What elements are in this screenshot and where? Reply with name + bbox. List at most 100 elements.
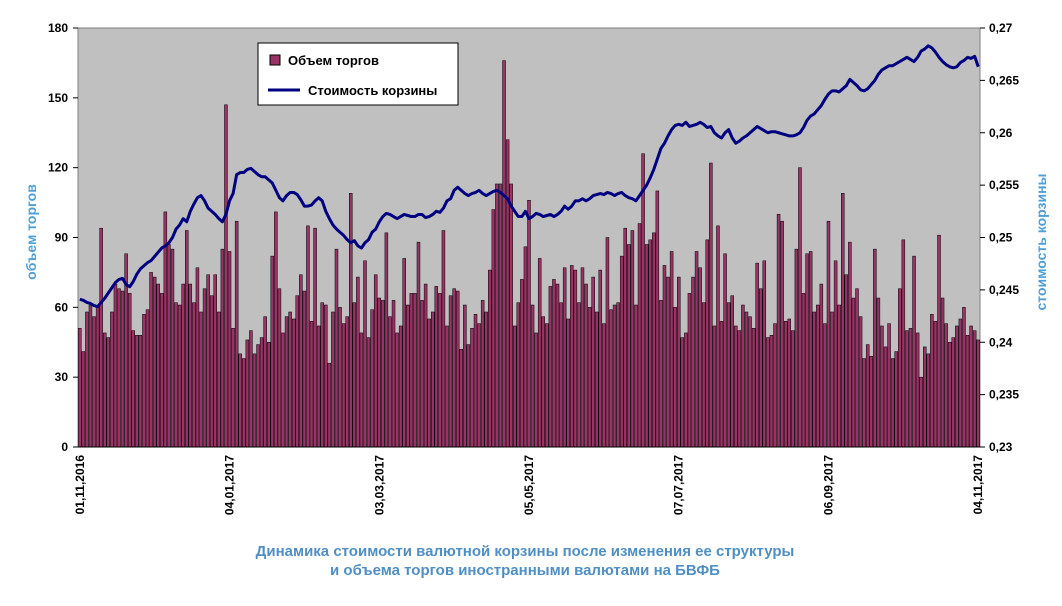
bar — [188, 283, 193, 448]
bar — [598, 269, 603, 448]
bar — [602, 323, 606, 448]
bar — [737, 330, 742, 448]
bar — [441, 230, 446, 448]
bar — [202, 288, 207, 448]
bar — [612, 304, 617, 448]
legend-swatch — [269, 54, 281, 66]
bar — [459, 348, 463, 448]
bar — [919, 376, 923, 448]
bar — [637, 223, 642, 448]
bar — [709, 162, 713, 448]
bar — [837, 304, 841, 448]
bar — [687, 293, 692, 448]
x-tick-label: 04,11,2017 — [971, 455, 985, 515]
bar — [577, 302, 581, 448]
bar — [808, 251, 813, 448]
bar — [669, 251, 674, 448]
bar — [252, 353, 257, 448]
x-tick-label: 05,05,2017 — [522, 455, 536, 515]
bar — [958, 318, 963, 448]
bar — [527, 200, 531, 448]
bar — [413, 293, 417, 448]
bar — [438, 293, 442, 448]
y2-tick-label: 0,25 — [989, 231, 1013, 245]
bar — [234, 220, 239, 448]
bar — [284, 316, 289, 448]
bar — [716, 225, 720, 448]
bar — [227, 251, 232, 448]
bar — [359, 332, 364, 448]
bar — [915, 332, 920, 448]
y2-tick-label: 0,245 — [989, 283, 1019, 297]
bar — [480, 300, 485, 448]
y2-tick-label: 0,23 — [989, 440, 1013, 454]
bar — [534, 332, 538, 448]
bar — [652, 232, 656, 448]
bar — [787, 318, 791, 448]
bar — [398, 325, 403, 448]
x-tick-label: 03,03,2017 — [372, 455, 386, 515]
bar — [306, 225, 310, 448]
bar — [445, 325, 449, 448]
legend-label: Объем торгов — [288, 53, 379, 68]
bar — [477, 323, 481, 448]
bar — [873, 248, 877, 448]
bar — [466, 344, 471, 448]
bar — [755, 262, 759, 448]
bar — [259, 337, 264, 448]
bar — [680, 337, 685, 448]
bar — [869, 355, 873, 448]
bar — [673, 307, 677, 448]
bar — [644, 244, 649, 448]
bar — [627, 244, 631, 448]
bar — [209, 295, 214, 448]
bar — [766, 337, 770, 448]
bar — [381, 300, 385, 448]
bar — [530, 304, 535, 448]
bar — [455, 290, 460, 448]
bar — [491, 209, 496, 448]
y-tick-label: 180 — [48, 21, 68, 35]
bar — [783, 321, 788, 448]
bar — [734, 325, 738, 448]
y-tick-label: 30 — [55, 370, 69, 384]
bar — [416, 241, 421, 448]
bar — [177, 304, 182, 448]
bar — [263, 316, 267, 448]
bar — [570, 265, 574, 448]
bar — [947, 342, 952, 448]
bar — [930, 314, 934, 448]
bar — [145, 309, 150, 448]
bar — [562, 267, 567, 448]
bar — [113, 283, 118, 448]
bar — [498, 183, 503, 448]
legend — [257, 42, 459, 106]
bar — [865, 344, 870, 448]
bar — [267, 342, 271, 448]
bar — [149, 272, 153, 448]
bar — [117, 288, 121, 448]
bar — [431, 311, 435, 448]
bar — [855, 288, 859, 448]
bar — [195, 267, 200, 448]
bar — [88, 304, 93, 448]
bar — [630, 230, 635, 448]
bar — [965, 335, 970, 448]
bar — [423, 283, 428, 448]
bar — [969, 325, 973, 448]
bar — [951, 337, 955, 448]
y2-tick-label: 0,255 — [989, 178, 1019, 192]
bar — [816, 304, 820, 448]
bar — [566, 318, 570, 448]
bar — [694, 251, 699, 448]
bar — [858, 316, 863, 448]
bar — [762, 260, 767, 448]
legend-label: Стоимость корзины — [308, 83, 437, 98]
bar — [723, 253, 727, 448]
bar — [409, 293, 414, 448]
bar — [238, 353, 242, 448]
y2-axis-label: стоимость корзины — [1033, 173, 1049, 310]
bar — [559, 302, 563, 448]
bar — [406, 304, 410, 448]
